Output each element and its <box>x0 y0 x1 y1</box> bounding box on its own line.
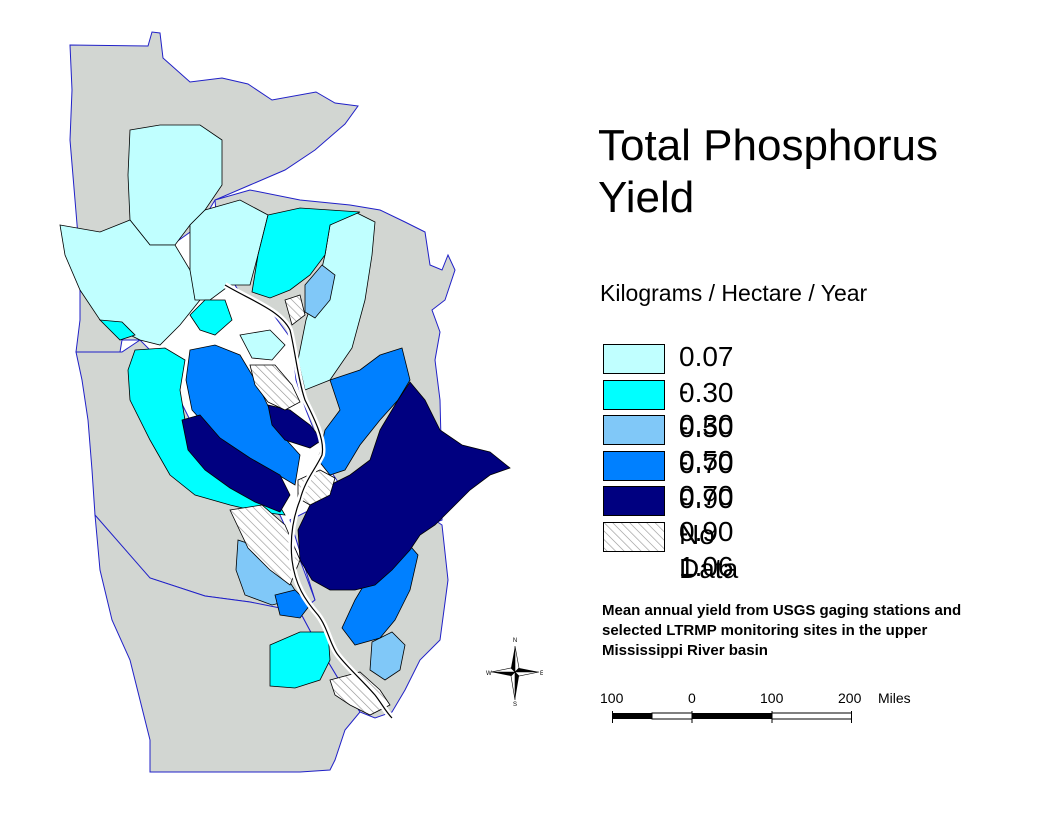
legend-swatch-nodata <box>603 521 665 552</box>
compass-icon: N S W E <box>486 638 543 708</box>
basin-lightblue-illinois <box>369 631 406 681</box>
basin-st-croix <box>251 207 361 299</box>
basin-wisconsin-river <box>317 347 411 476</box>
legend-label: 0.90 - 1.06 <box>679 483 734 582</box>
legend-swatch-1 <box>603 344 665 374</box>
legend-label: No Data <box>679 518 739 584</box>
legend-swatch-2 <box>603 379 665 410</box>
compass-w: W <box>486 671 492 677</box>
title-line-1: Total Phosphorus <box>598 121 938 170</box>
legend-swatch-4 <box>603 450 665 481</box>
basin-lightblue-north <box>304 264 336 319</box>
compass-s: S <box>513 702 517 708</box>
legend-swatch-3 <box>603 415 665 445</box>
basin-twin-cities-small <box>239 329 286 361</box>
basin-small-cyan-2 <box>98 319 136 341</box>
units-label: Kilograms / Hectare / Year <box>600 280 868 306</box>
scale-label-100: 100 <box>760 690 784 706</box>
scale-label-200: 200 <box>838 690 862 706</box>
legend-label: 0.70 - 0.90 <box>679 447 734 547</box>
basin-central-minnesota <box>189 199 269 301</box>
basin-nodata-4 <box>329 671 391 716</box>
state-missouri <box>94 513 361 773</box>
scale-unit: Miles <box>878 690 911 706</box>
legend-swatch-5 <box>603 486 665 516</box>
map-title: Total Phosphorus Yield <box>598 120 938 224</box>
legend-label: 0.07 - 0.30 <box>679 341 734 440</box>
scale-bar: 100 0 100 200 Miles <box>598 690 938 730</box>
compass-n: N <box>513 638 517 644</box>
scale-label-0: 0 <box>688 690 696 706</box>
compass-e: E <box>540 671 543 677</box>
basin-west-minnesota <box>59 219 201 346</box>
legend-label: 0.30 - 0.50 <box>679 376 734 476</box>
basin-small-cyan-1 <box>189 299 233 336</box>
basin-polygons <box>59 124 511 716</box>
scale-bar-graphic <box>612 711 852 723</box>
basin-des-moines <box>181 414 291 513</box>
map-note: Mean annual yield from USGS gaging stati… <box>602 602 962 659</box>
legend-label: 0.50 - 0.70 <box>679 412 734 511</box>
basin-south-iowa <box>269 631 331 689</box>
title-line-2: Yield <box>598 173 695 222</box>
basin-nodata-1 <box>249 364 301 411</box>
basin-minnesota-river <box>127 347 286 516</box>
basin-illinois-river <box>341 539 419 646</box>
basin-iowa-cedar <box>185 344 301 486</box>
scale-label-100w: 100 <box>600 690 624 706</box>
basin-nodata-5 <box>284 294 306 326</box>
mississippi-river <box>223 282 395 721</box>
basin-navy-small <box>267 404 323 449</box>
